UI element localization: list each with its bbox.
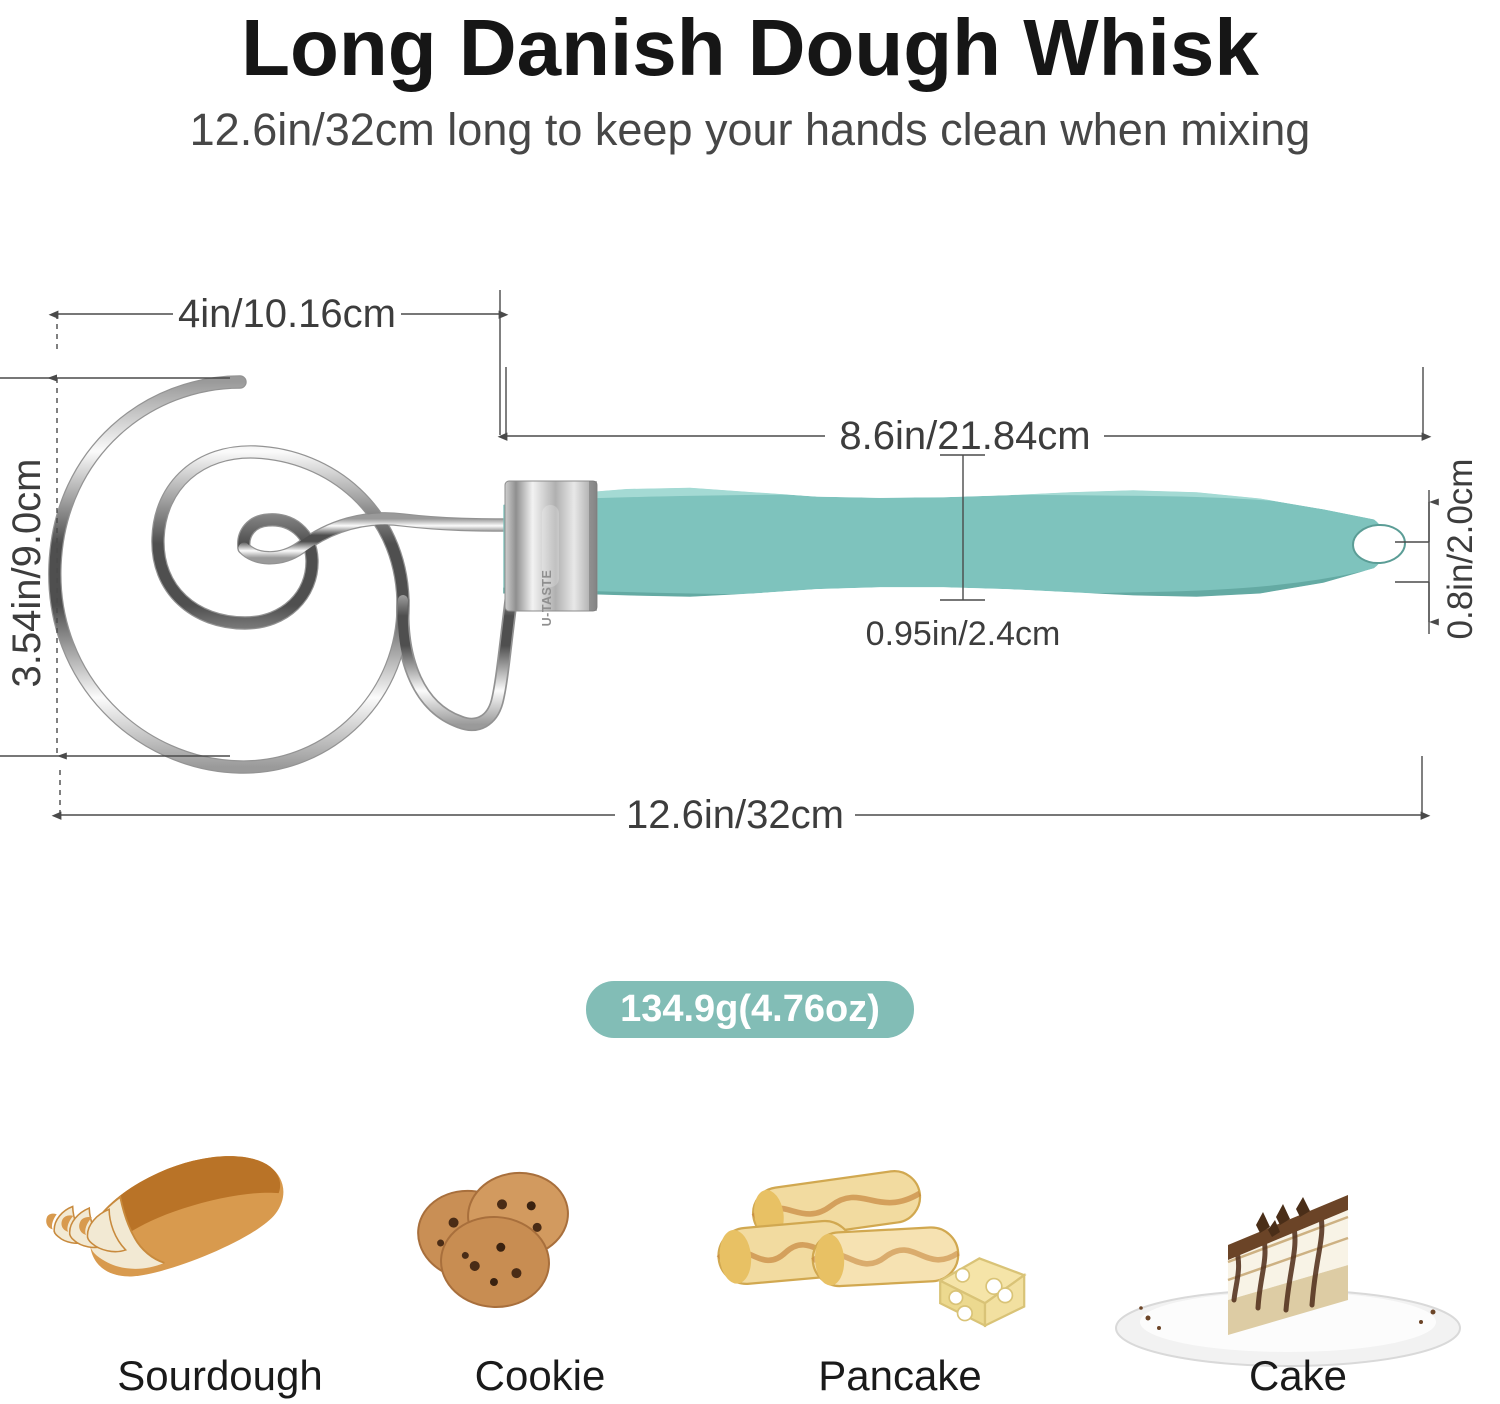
svg-text:0.95in/2.4cm: 0.95in/2.4cm [866,615,1061,653]
svg-text:Cookie: Cookie [475,1352,606,1399]
svg-text:12.6in/32cm: 12.6in/32cm [626,793,844,830]
svg-text:0.8in/2.0cm: 0.8in/2.0cm [1441,459,1480,640]
svg-text:Cake: Cake [1249,1352,1347,1399]
svg-text:8.6in/21.84cm: 8.6in/21.84cm [839,414,1090,458]
svg-text:U-TASTE: U-TASTE [540,570,554,627]
svg-text:Pancake: Pancake [818,1352,981,1399]
svg-text:3.54in/9.0cm: 3.54in/9.0cm [5,458,49,687]
svg-text:Sourdough: Sourdough [117,1352,323,1399]
svg-text:4in/10.16cm: 4in/10.16cm [178,292,396,336]
